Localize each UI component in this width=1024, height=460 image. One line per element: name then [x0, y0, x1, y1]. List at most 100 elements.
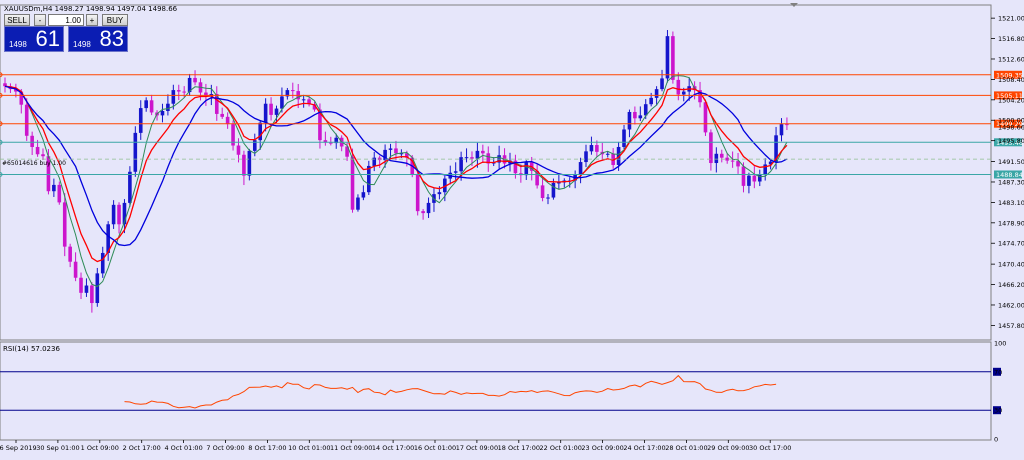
candle-body	[747, 175, 751, 186]
candle-body	[258, 122, 263, 141]
candle-body	[774, 135, 778, 162]
level-handle-icon[interactable]	[0, 139, 3, 145]
candle-body	[709, 132, 713, 164]
candle-body	[122, 202, 127, 225]
current-price-label: 1498.66	[998, 123, 1024, 131]
candle-body	[307, 99, 311, 105]
candle-body	[220, 113, 224, 117]
price-tag-label: 1488.84	[996, 171, 1023, 179]
y-tick-label: 1508.40	[998, 76, 1024, 84]
rsi-level-tag	[993, 367, 1001, 376]
candle-body	[356, 197, 360, 210]
candle-body	[204, 92, 208, 97]
candle-body	[459, 157, 463, 172]
x-tick-label: 10 Oct 01:00	[288, 444, 330, 452]
candle-body	[290, 90, 295, 92]
candle-body	[312, 104, 317, 110]
candle-body	[681, 91, 686, 95]
candle-body	[725, 157, 729, 161]
candle-body	[19, 91, 24, 105]
x-tick-label: 14 Oct 17:00	[372, 444, 414, 452]
y-tick-label: 1462.00	[998, 301, 1024, 309]
ma-slow-line	[4, 85, 788, 247]
candle-body	[84, 285, 89, 293]
candle-body	[508, 160, 512, 164]
candle-body	[546, 197, 550, 199]
candle-body	[323, 140, 328, 143]
candle-body	[187, 77, 192, 93]
y-tick-label: 1474.70	[998, 240, 1024, 248]
candle-body	[117, 204, 121, 225]
sell-price-box[interactable]: 1498 61	[4, 26, 64, 52]
rsi-line	[124, 374, 777, 409]
candle-body	[752, 175, 757, 182]
candle-body	[426, 202, 431, 214]
y-tick-label: 1500.00	[998, 117, 1024, 125]
level-handle-icon[interactable]	[0, 72, 3, 78]
y-tick-label: 1466.20	[998, 281, 1024, 289]
candle-body	[30, 135, 34, 147]
y-tick-label: 1470.40	[998, 261, 1024, 269]
level-handle-icon[interactable]	[0, 171, 3, 177]
lot-size-input[interactable]: 1.00	[48, 14, 84, 26]
candle-body	[73, 261, 78, 278]
rsi-y-label: 0	[994, 436, 998, 444]
candle-body	[578, 162, 583, 175]
candle-body	[481, 150, 485, 154]
candle-body	[68, 246, 72, 262]
candle-body	[605, 153, 610, 155]
candle-body	[665, 36, 670, 79]
candle-body	[399, 153, 404, 155]
x-tick-label: 24 Oct 17:00	[623, 444, 665, 452]
candle-body	[643, 104, 648, 116]
ma-signal-line	[4, 75, 788, 288]
candle-body	[62, 202, 67, 247]
price-tag	[994, 91, 1022, 100]
candle-body	[741, 166, 746, 186]
candle-body	[475, 150, 480, 159]
candle-body	[90, 285, 94, 304]
candle-body	[671, 36, 675, 80]
level-handle-icon[interactable]	[0, 121, 3, 127]
buy-button[interactable]: BUY	[102, 14, 128, 26]
price-tag-label: 1509.35	[996, 71, 1023, 79]
candle-body	[231, 124, 235, 146]
candle-body	[470, 157, 474, 159]
rsi-title: RSI(14) 57.0236	[3, 345, 60, 353]
y-tick-label: 1457.80	[998, 322, 1024, 330]
rsi-plot-area[interactable]	[0, 341, 992, 441]
candle-body	[394, 148, 398, 154]
candle-body	[584, 151, 588, 163]
candle-body	[285, 90, 290, 97]
candle-body	[768, 161, 773, 165]
level-handle-icon[interactable]	[0, 92, 3, 98]
x-tick-label: 30 Sep 01:00	[36, 444, 79, 452]
x-tick-label: 2 Oct 17:00	[123, 444, 161, 452]
candle-body	[46, 156, 51, 192]
lot-decrease-button[interactable]: -	[34, 14, 46, 26]
sell-button[interactable]: SELL	[4, 14, 30, 26]
candle-body	[280, 96, 284, 109]
lot-increase-button[interactable]: +	[86, 14, 98, 26]
candle-body	[350, 156, 355, 210]
candle-body	[660, 78, 664, 90]
x-tick-label: 7 Oct 09:00	[206, 444, 244, 452]
candle-body	[513, 160, 518, 174]
candle-body	[225, 116, 230, 125]
scroll-marker-icon	[790, 3, 798, 7]
candle-body	[182, 91, 186, 93]
buy-price-box[interactable]: 1498 83	[68, 26, 128, 52]
candle-body	[133, 132, 138, 172]
candle-body	[627, 111, 632, 130]
y-tick-label: 1487.30	[998, 178, 1024, 186]
rsi-y-label: 100	[994, 340, 1006, 348]
candle-body	[443, 178, 447, 193]
x-tick-label: 4 Oct 01:00	[164, 444, 202, 452]
candle-body	[138, 108, 143, 133]
candle-body	[24, 104, 29, 136]
x-tick-label: 18 Oct 17:00	[498, 444, 540, 452]
candle-body	[128, 171, 132, 203]
candle-body	[367, 165, 371, 193]
